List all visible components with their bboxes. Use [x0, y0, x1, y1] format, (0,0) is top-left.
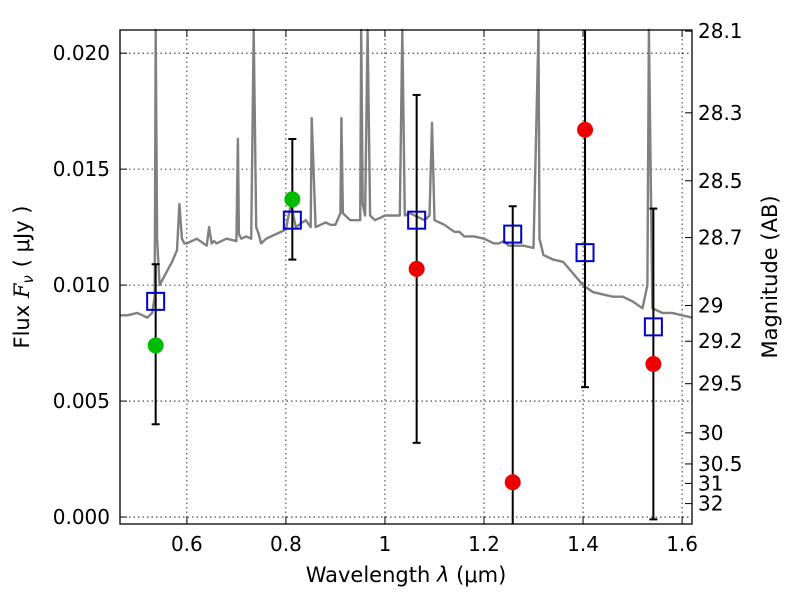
- flux-point-marker: [645, 355, 662, 372]
- spectrum-line: [120, 28, 693, 319]
- model-square-marker: [503, 224, 523, 244]
- y-tick-label: 0.020: [53, 41, 110, 65]
- y2-tick-label: 30: [698, 421, 723, 445]
- plot-background: [120, 30, 692, 524]
- x-tick-label: 0.6: [171, 532, 203, 556]
- plot-frame: [119, 29, 693, 525]
- y2-tick-label: 32: [698, 492, 723, 516]
- flux-point-marker: [577, 121, 594, 138]
- y-tick-label: 0.005: [53, 389, 110, 413]
- marker-layer: [146, 121, 663, 491]
- flux-point-marker: [284, 191, 301, 208]
- x-axis-title: Wavelength λ (μm): [306, 563, 507, 587]
- y-axis-title: Flux Fν( μJy ): [10, 205, 37, 348]
- model-square-marker: [407, 210, 427, 230]
- y2-tick-label: 28.5: [698, 169, 743, 193]
- spectrum-layer: [120, 28, 693, 319]
- y2-tick-label: 29: [698, 294, 723, 318]
- grid: [120, 30, 692, 524]
- x-tick-label: 1.4: [567, 532, 599, 556]
- y2-tick-label: 29.5: [698, 372, 743, 396]
- flux-point-marker: [504, 474, 521, 491]
- flux-point-marker: [408, 260, 425, 277]
- y2-tick-label: 31: [698, 471, 723, 495]
- y-tick-label: 0.000: [53, 505, 110, 529]
- model-square-marker: [575, 243, 595, 263]
- y2-axis-title: Magnitude (AB): [758, 195, 782, 358]
- y2-tick-label: 28.1: [698, 19, 743, 43]
- y-tick-label: 0.015: [53, 157, 110, 181]
- x-tick-label: 1: [379, 532, 392, 556]
- model-square-marker: [146, 291, 166, 311]
- y2-tick-label: 29.2: [698, 329, 743, 353]
- y-tick-label: 0.010: [53, 273, 110, 297]
- y2-tick-label: 28.7: [698, 226, 743, 250]
- model-square-marker: [643, 317, 663, 337]
- flux-point-marker: [147, 337, 164, 354]
- model-square-marker: [282, 210, 302, 230]
- y2-tick-label: 30.5: [698, 452, 743, 476]
- x-tick-label: 1.2: [468, 532, 500, 556]
- x-tick-label: 1.6: [666, 532, 698, 556]
- x-tick-label: 0.8: [270, 532, 302, 556]
- tick-layer: 0.6 0.8 1 1.2 1.4 1.6 0.000 0.005 0.010 0.015 0.02…: [53, 19, 743, 556]
- y2-tick-label: 28.3: [698, 101, 743, 125]
